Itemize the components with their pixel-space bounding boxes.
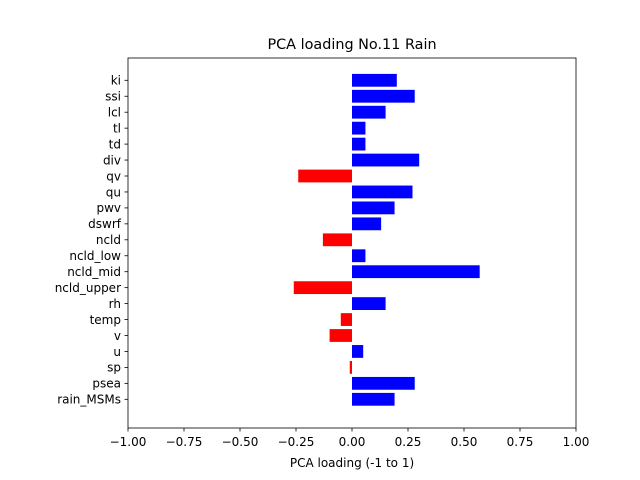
bar-ki	[352, 73, 397, 87]
y-tick-label: dswrf	[88, 217, 122, 231]
y-tick-label: lcl	[108, 106, 121, 120]
chart-title: PCA loading No.11 Rain	[267, 37, 436, 53]
y-tick-label: sp	[107, 361, 121, 375]
bar-v	[329, 329, 352, 342]
y-tick-label: tl	[113, 121, 121, 135]
bar-tl	[352, 121, 366, 135]
x-tick-label: −0.75	[166, 435, 203, 449]
x-tick-label: 1.00	[563, 435, 590, 449]
bar-qu	[352, 185, 413, 199]
bar-ncld-mid	[352, 265, 480, 279]
bar-temp	[340, 313, 352, 326]
y-tick-label: psea	[92, 377, 121, 391]
bar-u	[352, 345, 364, 358]
y-tick-label: ki	[111, 74, 121, 88]
x-tick-label: −0.25	[278, 435, 315, 449]
bar-psea	[352, 376, 415, 390]
y-tick-label: div	[103, 153, 121, 167]
y-tick-label: td	[109, 137, 121, 151]
bar-td	[352, 137, 366, 151]
y-tick-label: qu	[106, 185, 121, 199]
x-tick-label: 0.00	[339, 435, 366, 449]
bar-rain-msms	[352, 392, 395, 406]
y-tick-label: rh	[109, 297, 121, 311]
y-tick-label: ncld_mid	[67, 265, 121, 279]
bar-lcl	[352, 105, 386, 119]
bar-ncld-low	[352, 249, 366, 263]
y-tick-label: ncld_low	[69, 249, 121, 263]
x-axis-label: PCA loading (-1 to 1)	[290, 456, 414, 470]
y-tick-label: ssi	[105, 90, 121, 104]
bars-group	[293, 73, 480, 406]
y-tick-label: u	[113, 345, 121, 359]
bar-sp	[349, 361, 352, 374]
plot-frame	[127, 57, 577, 429]
x-tick-label: 0.25	[395, 435, 422, 449]
bar-qv	[298, 169, 352, 183]
x-axis: −1.00 −0.75 −0.50 −0.25 0.00 0.25 0.50 0.75 1.00	[110, 428, 590, 449]
bar-pwv	[352, 201, 395, 215]
bar-div	[352, 153, 420, 167]
y-tick-label: ncld	[96, 233, 121, 247]
x-tick-label: −0.50	[222, 435, 259, 449]
x-tick-label: 0.75	[507, 435, 534, 449]
x-tick-label: 0.50	[451, 435, 478, 449]
x-tick-label: −1.00	[110, 435, 147, 449]
bar-dswrf	[352, 217, 382, 231]
bar-ncld	[322, 233, 352, 247]
y-tick-label: rain_MSMs	[57, 393, 121, 407]
y-tick-label: temp	[90, 313, 121, 327]
bar-ncld-upper	[293, 281, 352, 295]
bar-ssi	[352, 89, 415, 103]
y-tick-label: ncld_upper	[55, 281, 121, 295]
y-tick-label: pwv	[96, 201, 121, 215]
bar-rh	[352, 297, 386, 310]
y-tick-label: qv	[106, 169, 121, 183]
y-tick-label: v	[114, 329, 121, 343]
